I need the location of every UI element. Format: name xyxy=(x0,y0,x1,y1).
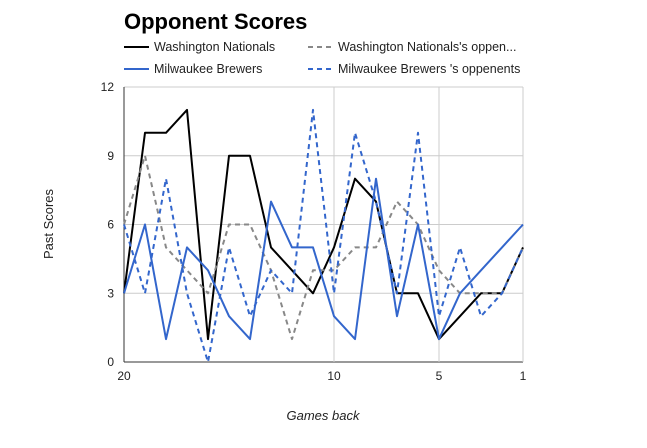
x-tick-labels: 20 10 5 1 xyxy=(117,369,526,383)
y-tick-label: 3 xyxy=(107,286,114,300)
series-line-3 xyxy=(123,177,524,341)
x-axis-title: Games back xyxy=(287,408,361,423)
y-tick-label: 0 xyxy=(107,355,114,369)
series-group xyxy=(123,108,524,363)
y-tick-label: 6 xyxy=(107,218,114,232)
y-tick-label: 9 xyxy=(107,149,114,163)
x-tick-label: 20 xyxy=(117,369,131,383)
legend-label-4: Milwaukee Brewers 's oppenents xyxy=(338,62,520,76)
legend-label-1: Washington Nationals xyxy=(154,40,275,54)
x-tick-label: 5 xyxy=(436,369,443,383)
x-tick-label: 10 xyxy=(327,369,341,383)
legend: Washington Nationals Washington Nationals… xyxy=(124,40,520,76)
grid xyxy=(123,86,524,363)
series-line-2 xyxy=(123,154,524,341)
y-axis-title: Past Scores xyxy=(41,188,56,259)
legend-label-3: Milwaukee Brewers xyxy=(154,62,262,76)
chart-title: Opponent Scores xyxy=(124,9,307,34)
series-line-4 xyxy=(123,108,524,363)
y-tick-labels: 0 3 6 9 12 xyxy=(101,80,115,369)
legend-label-2: Washington Nationals's oppen... xyxy=(338,40,516,54)
y-tick-label: 12 xyxy=(101,80,115,94)
x-tick-label: 1 xyxy=(520,369,527,383)
